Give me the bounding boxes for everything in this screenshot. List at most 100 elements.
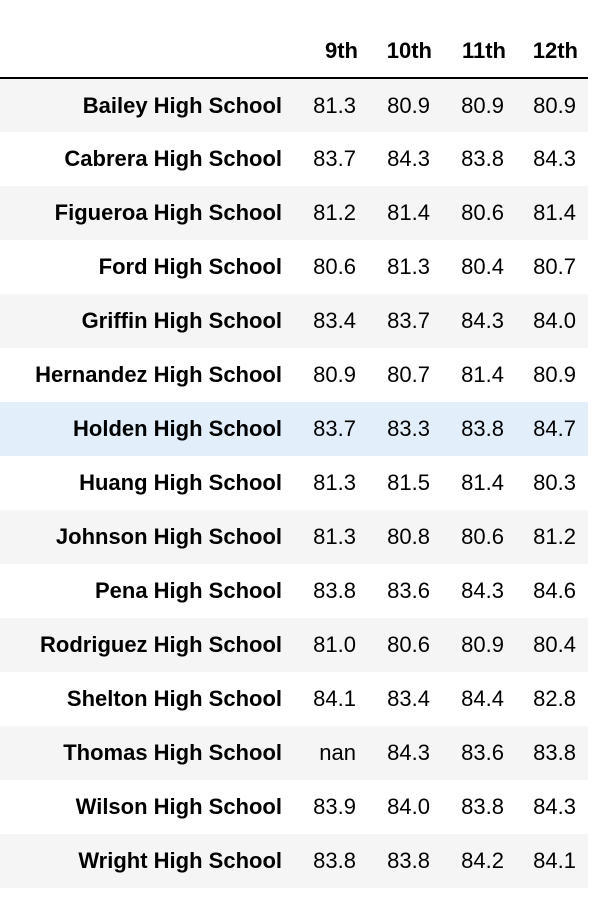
cell-9th: 81.2 (313, 200, 356, 225)
table-row: Cabrera High School 83.7 84.3 83.8 84.3 (0, 132, 588, 186)
cell-9th: 81.3 (313, 92, 356, 118)
table-row: Holden High School 83.7 83.3 83.8 84.7 (0, 402, 588, 456)
cell-9th: 80.6 (313, 254, 356, 279)
row-label-school: Johnson High School (55, 524, 282, 549)
cell-12th: 84.1 (533, 848, 576, 873)
header-row: 9th 10th 11th 12th (0, 24, 588, 79)
row-label-school: Figueroa High School (54, 200, 282, 225)
row-label-school: Shelton High School (66, 686, 282, 711)
row-label-school: Rodriguez High School (40, 632, 282, 657)
cell-11th: 80.6 (461, 200, 504, 225)
cell-10th: 83.3 (387, 416, 430, 441)
cell-11th: 80.6 (461, 524, 504, 549)
table-body: Bailey High School 81.3 80.9 80.9 80.9 Cabrer… (0, 78, 588, 888)
table-row: Thomas High School nan 84.3 83.6 83.8 (0, 726, 588, 780)
cell-12th: 80.7 (533, 254, 576, 279)
column-header-12th: 12th (516, 24, 588, 79)
cell-9th: 83.7 (313, 146, 356, 171)
cell-10th: 81.5 (387, 470, 430, 495)
row-label-school: Huang High School (79, 470, 282, 495)
table-row: Bailey High School 81.3 80.9 80.9 80.9 (0, 78, 588, 132)
cell-10th: 81.4 (387, 200, 430, 225)
cell-11th: 83.6 (461, 740, 504, 765)
cell-9th: 81.3 (313, 524, 356, 549)
table-row: Wilson High School 83.9 84.0 83.8 84.3 (0, 780, 588, 834)
cell-10th: 83.4 (387, 686, 430, 711)
cell-9th: 83.7 (313, 416, 356, 441)
cell-10th: 80.9 (387, 92, 430, 118)
row-label-school: Griffin High School (81, 308, 282, 333)
cell-12th: 80.9 (533, 92, 576, 118)
cell-12th: 80.3 (533, 470, 576, 495)
table-row: Hernandez High School 80.9 80.7 81.4 80.9 (0, 348, 588, 402)
cell-11th: 81.4 (461, 470, 504, 495)
row-label-school: Wilson High School (75, 794, 282, 819)
cell-10th: 84.0 (387, 794, 430, 819)
cell-11th: 80.4 (461, 254, 504, 279)
cell-12th: 81.2 (533, 524, 576, 549)
row-label-school: Holden High School (73, 416, 282, 441)
cell-10th: 80.7 (387, 362, 430, 387)
table-row: Figueroa High School 81.2 81.4 80.6 81.4 (0, 186, 588, 240)
cell-9th: 84.1 (313, 686, 356, 711)
cell-9th: 83.4 (313, 308, 356, 333)
cell-11th: 83.8 (461, 146, 504, 171)
cell-11th: 83.8 (461, 794, 504, 819)
table-row: Huang High School 81.3 81.5 81.4 80.3 (0, 456, 588, 510)
cell-12th: 84.3 (533, 794, 576, 819)
table-header: 9th 10th 11th 12th (0, 24, 588, 79)
cell-10th: 83.8 (387, 848, 430, 873)
row-label-school: Cabrera High School (64, 146, 282, 171)
cell-12th: 84.6 (533, 578, 576, 603)
cell-9th: nan (319, 740, 356, 765)
column-header-11th: 11th (442, 24, 516, 79)
cell-9th: 83.8 (313, 578, 356, 603)
cell-11th: 84.2 (461, 848, 504, 873)
table-row: Rodriguez High School 81.0 80.6 80.9 80.4 (0, 618, 588, 672)
cell-10th: 80.6 (387, 632, 430, 657)
row-label-school: Wright High School (78, 848, 282, 873)
cell-9th: 81.3 (313, 470, 356, 495)
cell-9th: 81.0 (313, 632, 356, 657)
cell-11th: 81.4 (461, 362, 504, 387)
cell-12th: 84.3 (533, 146, 576, 171)
cell-11th: 84.3 (461, 308, 504, 333)
cell-10th: 81.3 (387, 254, 430, 279)
column-header-10th: 10th (368, 24, 442, 79)
table-row: Griffin High School 83.4 83.7 84.3 84.0 (0, 294, 588, 348)
cell-12th: 80.9 (533, 362, 576, 387)
cell-12th: 80.4 (533, 632, 576, 657)
cell-12th: 81.4 (533, 200, 576, 225)
cell-12th: 84.0 (533, 308, 576, 333)
table-row: Wright High School 83.8 83.8 84.2 84.1 (0, 834, 588, 888)
cell-11th: 84.4 (461, 686, 504, 711)
cell-12th: 83.8 (533, 740, 576, 765)
column-header-9th: 9th (294, 24, 368, 79)
cell-10th: 83.6 (387, 578, 430, 603)
cell-11th: 83.8 (461, 416, 504, 441)
cell-10th: 84.3 (387, 740, 430, 765)
cell-11th: 84.3 (461, 578, 504, 603)
cell-12th: 84.7 (533, 416, 576, 441)
cell-9th: 83.9 (313, 794, 356, 819)
row-label-school: Bailey High School (82, 92, 282, 118)
cell-12th: 82.8 (533, 686, 576, 711)
cell-11th: 80.9 (461, 632, 504, 657)
table-row: Pena High School 83.8 83.6 84.3 84.6 (0, 564, 588, 618)
cell-10th: 80.8 (387, 524, 430, 549)
grades-table: 9th 10th 11th 12th Bailey High School 81.… (0, 24, 588, 888)
row-label-school: Pena High School (94, 578, 282, 603)
cell-11th: 80.9 (461, 92, 504, 118)
table-row: Johnson High School 81.3 80.8 80.6 81.2 (0, 510, 588, 564)
cell-10th: 83.7 (387, 308, 430, 333)
row-label-school: Hernandez High School (35, 362, 282, 387)
row-label-school: Thomas High School (63, 740, 282, 765)
index-header (0, 24, 294, 79)
table-row: Shelton High School 84.1 83.4 84.4 82.8 (0, 672, 588, 726)
cell-9th: 83.8 (313, 848, 356, 873)
cell-10th: 84.3 (387, 146, 430, 171)
cell-9th: 80.9 (313, 362, 356, 387)
table-row: Ford High School 80.6 81.3 80.4 80.7 (0, 240, 588, 294)
row-label-school: Ford High School (98, 254, 282, 279)
